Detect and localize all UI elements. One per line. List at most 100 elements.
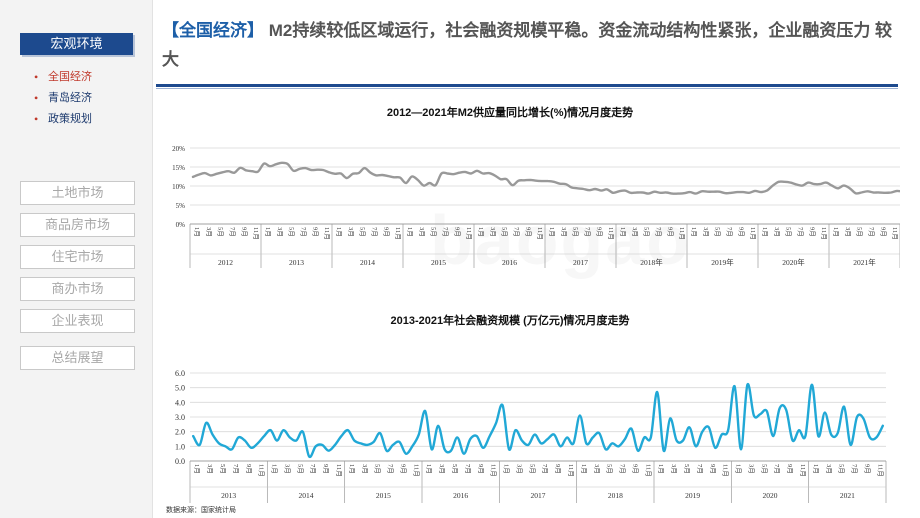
- m2-x-month-label: 9月: [666, 227, 674, 237]
- sf-x-year-label: 2014: [299, 491, 314, 500]
- m2-x-year-label: 2014: [360, 258, 375, 267]
- page-title: 【全国经济】 M2持续较低区域运行，社会融资规模平稳。资金流动结构性紧张，企业融…: [162, 16, 902, 74]
- nav-button-summary-outlook[interactable]: 总结展望: [20, 346, 135, 370]
- sf-x-month-label: 1月: [735, 464, 743, 474]
- nav-button-commercial-housing[interactable]: 商品房市场: [20, 213, 135, 237]
- m2-x-month-label: 11月: [465, 227, 473, 240]
- m2-x-month-label: 9月: [311, 227, 319, 237]
- m2-x-month-label: 7月: [441, 227, 449, 237]
- m2-x-month-label: 3月: [702, 227, 710, 237]
- m2-y-tick-label: 0%: [176, 221, 186, 229]
- sf-x-month-label: 9月: [399, 464, 407, 474]
- m2-x-month-label: 3月: [560, 227, 568, 237]
- sf-x-month-label: 11月: [567, 464, 575, 477]
- m2-x-month-label: 7月: [583, 227, 591, 237]
- m2-chart-title: 2012—2021年M2供应量同比增长(%)情况月度走势: [386, 107, 634, 119]
- sf-x-month-label: 5月: [606, 464, 614, 474]
- sf-x-month-label: 7月: [309, 464, 317, 474]
- m2-x-month-label: 3月: [205, 227, 213, 237]
- m2-growth-chart: 0%5%10%15%20%1月 3月 5月 7月 9月 11月 1月 3月 5月 7月 9月 11月 1…: [172, 145, 900, 268]
- m2-x-month-label: 5月: [714, 227, 722, 237]
- sf-x-month-label: 5月: [219, 464, 227, 474]
- sf-x-month-label: 3月: [747, 464, 755, 474]
- m2-x-month-label: 11月: [891, 227, 899, 240]
- sf-x-year-label: 2021: [840, 491, 855, 500]
- m2-y-tick-label: 10%: [172, 183, 185, 191]
- sf-x-month-label: 11月: [799, 464, 807, 477]
- m2-x-month-label: 3月: [844, 227, 852, 237]
- m2-x-month-label: 9月: [737, 227, 745, 237]
- page-title-tag: 【全国经济】: [162, 21, 264, 40]
- m2-x-month-label: 5月: [217, 227, 225, 237]
- m2-x-year-label: 2017: [573, 258, 588, 267]
- sf-x-month-label: 7月: [387, 464, 395, 474]
- m2-y-tick-label: 20%: [172, 145, 185, 153]
- sf-x-month-label: 3月: [283, 464, 291, 474]
- sf-x-month-label: 7月: [851, 464, 859, 474]
- page-title-text: M2持续较低区域运行，社会融资规模平稳。资金流动结构性紧张，企业融资压力 较大: [162, 21, 893, 69]
- sf-y-tick-label: 2.0: [175, 428, 185, 437]
- m2-x-month-label: 5月: [430, 227, 438, 237]
- m2-x-month-label: 11月: [678, 227, 686, 240]
- sub-nav-qingdao-economy[interactable]: 青岛经济: [34, 88, 92, 109]
- m2-x-month-label: 7月: [370, 227, 378, 237]
- sf-y-tick-label: 1.0: [175, 442, 185, 451]
- m2-x-month-label: 11月: [607, 227, 615, 240]
- m2-x-month-label: 1月: [832, 227, 840, 237]
- nav-button-office-market[interactable]: 商办市场: [20, 277, 135, 301]
- sf-y-tick-label: 3.0: [175, 413, 185, 422]
- sf-x-month-label: 5月: [683, 464, 691, 474]
- sidebar-header[interactable]: 宏观环境: [20, 33, 133, 55]
- m2-x-month-label: 7月: [725, 227, 733, 237]
- sf-x-month-label: 3月: [361, 464, 369, 474]
- sf-x-year-label: 2020: [763, 491, 778, 500]
- m2-x-month-label: 11月: [749, 227, 757, 240]
- sf-x-month-label: 9月: [631, 464, 639, 474]
- sf-y-tick-label: 5.0: [175, 384, 185, 393]
- sf-x-year-label: 2013: [221, 491, 236, 500]
- sf-x-month-label: 7月: [541, 464, 549, 474]
- sf-x-month-label: 7月: [464, 464, 472, 474]
- sf-x-month-label: 3月: [206, 464, 214, 474]
- m2-x-month-label: 7月: [512, 227, 520, 237]
- sf-x-month-label: 1月: [503, 464, 511, 474]
- sf-x-month-label: 9月: [322, 464, 330, 474]
- m2-x-month-label: 3月: [631, 227, 639, 237]
- sf-x-month-label: 9月: [245, 464, 253, 474]
- nav-button-residential-market[interactable]: 住宅市场: [20, 245, 135, 269]
- sf-x-month-label: 7月: [619, 464, 627, 474]
- sf-x-month-label: 9月: [477, 464, 485, 474]
- m2-x-month-label: 1月: [548, 227, 556, 237]
- sf-series-line: [192, 383, 884, 459]
- m2-x-month-label: 1月: [690, 227, 698, 237]
- watermark: baogao: [430, 201, 691, 279]
- nav-button-enterprise-performance[interactable]: 企业表现: [20, 309, 135, 333]
- m2-x-month-label: 11月: [536, 227, 544, 240]
- m2-x-month-label: 11月: [820, 227, 828, 240]
- sub-nav-policy-planning[interactable]: 政策规划: [34, 109, 92, 130]
- m2-x-month-label: 3月: [489, 227, 497, 237]
- title-divider: [156, 84, 898, 87]
- m2-x-year-label: 2021年: [853, 257, 876, 267]
- m2-x-month-label: 1月: [761, 227, 769, 237]
- m2-x-month-label: 1月: [619, 227, 627, 237]
- sf-y-tick-label: 0.0: [175, 457, 185, 466]
- nav-button-land-market[interactable]: 土地市场: [20, 181, 135, 205]
- sf-x-month-label: 1月: [812, 464, 820, 474]
- m2-x-month-label: 9月: [879, 227, 887, 237]
- sf-x-year-label: 2019: [685, 491, 700, 500]
- data-source-note: 数据来源：国家统计局: [166, 506, 236, 514]
- sub-nav-national-economy[interactable]: 全国经济: [34, 67, 92, 88]
- sf-x-month-label: 11月: [335, 464, 343, 477]
- sf-x-month-label: 1月: [657, 464, 665, 474]
- m2-x-month-label: 5月: [288, 227, 296, 237]
- m2-x-year-label: 2016: [502, 258, 517, 267]
- sf-x-month-label: 11月: [412, 464, 420, 477]
- sf-x-month-label: 1月: [193, 464, 201, 474]
- m2-y-tick-label: 15%: [172, 164, 185, 172]
- sf-x-month-label: 1月: [271, 464, 279, 474]
- sf-x-year-label: 2018: [608, 491, 623, 500]
- sf-x-month-label: 9月: [863, 464, 871, 474]
- m2-x-month-label: 7月: [867, 227, 875, 237]
- sidebar: 宏观环境 全国经济 青岛经济 政策规划 土地市场 商品房市场 住宅市场 商办市场…: [0, 0, 153, 518]
